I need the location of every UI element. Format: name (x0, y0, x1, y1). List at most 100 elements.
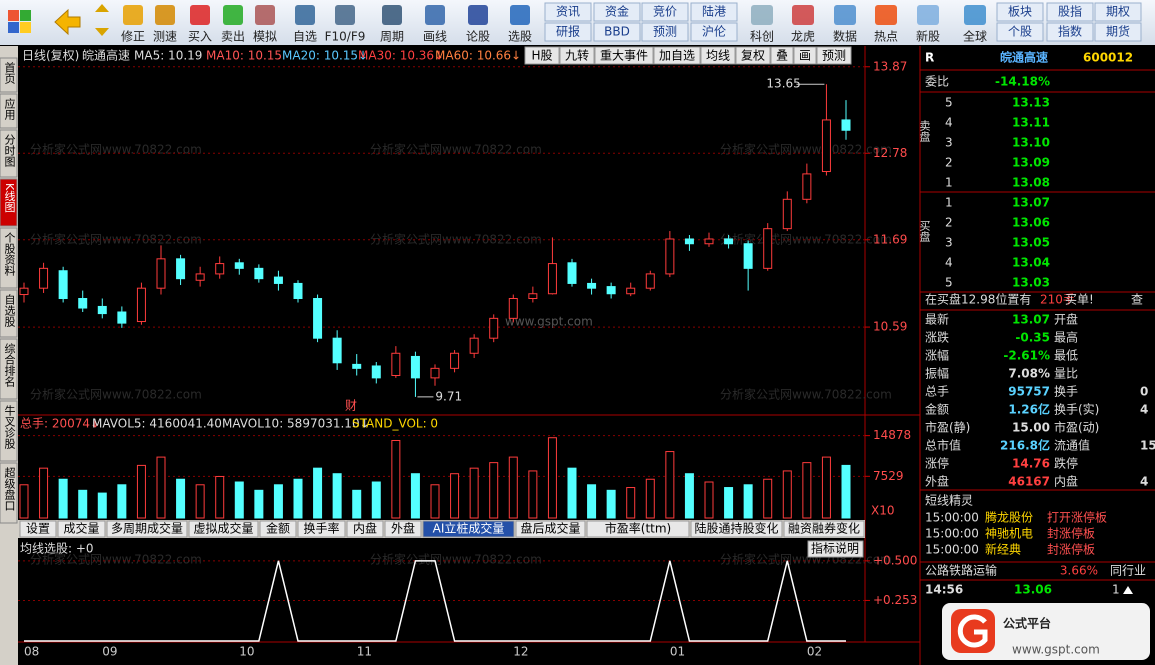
tool-cell[interactable] (593, 22, 641, 42)
side-tab-label[interactable]: 综合排名 (3, 342, 16, 387)
tool-button[interactable]: 自选 (293, 30, 317, 44)
tool-icon[interactable] (382, 5, 402, 25)
tool-icon[interactable] (792, 5, 814, 25)
tool-icon[interactable] (123, 5, 143, 25)
tool-icon[interactable] (834, 5, 856, 25)
tool-link[interactable]: 指数 (1058, 24, 1082, 39)
indicator-tab-label[interactable]: 外盘 (391, 521, 415, 536)
indicator-tab[interactable] (384, 520, 422, 538)
indicator-tab-label[interactable]: 融资融券变化 (788, 521, 860, 536)
indicator-tab-label[interactable]: AI立桩成交量 (433, 521, 505, 536)
side-tab[interactable] (0, 227, 18, 289)
chart-button[interactable] (700, 46, 736, 65)
indicator-tab-label[interactable]: 设置 (26, 522, 50, 536)
side-tab[interactable] (0, 129, 18, 178)
indicator-tab[interactable] (106, 520, 188, 538)
side-tab-label[interactable]: 个股资料 (3, 232, 16, 277)
tool-link[interactable]: 研报 (556, 24, 580, 39)
tool-link[interactable]: 沪伦 (702, 24, 726, 39)
chart-button-label[interactable]: 画 (799, 49, 811, 63)
tool-button[interactable]: 全球 (963, 29, 987, 44)
side-tab[interactable] (0, 93, 18, 129)
side-tab[interactable] (0, 400, 18, 462)
chart-button[interactable] (653, 46, 701, 65)
tool-button[interactable]: 买入 (188, 30, 212, 44)
indicator-tab-label[interactable]: 金额 (266, 521, 290, 536)
tool-cell[interactable] (996, 2, 1044, 22)
tool-icon[interactable] (223, 5, 243, 25)
tool-cell[interactable] (1046, 2, 1094, 22)
chart-button[interactable] (770, 46, 794, 65)
tool-icon[interactable] (468, 5, 488, 25)
side-tab[interactable] (0, 289, 18, 338)
indicator-tab[interactable] (297, 520, 346, 538)
tool-link[interactable]: 期权 (1106, 5, 1130, 19)
tool-cell[interactable] (996, 22, 1044, 42)
tool-button[interactable]: F10/F9 (325, 30, 366, 44)
tool-cell[interactable] (1094, 22, 1142, 42)
event-marker[interactable]: 财 (345, 399, 357, 413)
tool-button[interactable]: 修正 (121, 29, 145, 44)
indicator-tab[interactable] (346, 520, 384, 538)
chart-button[interactable] (524, 46, 560, 65)
tool-button[interactable]: 卖出 (221, 30, 245, 44)
indicator-tab[interactable] (422, 520, 515, 538)
tool-button[interactable]: 新股 (916, 29, 940, 44)
side-tab-label[interactable]: 首页 (3, 61, 16, 85)
indicator-tab-label[interactable]: 陆股通持股变化 (694, 521, 778, 536)
tool-link[interactable]: 板块 (1008, 5, 1032, 19)
chart-button[interactable] (735, 46, 771, 65)
tool-link[interactable]: 资讯 (556, 5, 580, 19)
indicator-tab-label[interactable]: 虚拟成交量 (193, 521, 253, 536)
tool-icon[interactable] (155, 5, 175, 25)
tool-button[interactable]: 科创 (750, 30, 774, 44)
chart-button[interactable] (559, 46, 595, 65)
indicator-tab[interactable] (19, 520, 57, 538)
tool-button[interactable]: 测速 (153, 30, 177, 44)
chart-button-label[interactable]: 叠 (776, 49, 788, 63)
indicator-tab-label[interactable]: 内盘 (353, 521, 377, 536)
chart-button[interactable] (816, 46, 852, 65)
tool-icon[interactable] (295, 5, 315, 25)
back-button[interactable] (54, 8, 81, 36)
chart-button-label[interactable]: 加自选 (659, 49, 695, 63)
tool-cell[interactable] (641, 22, 689, 42)
alert-stock[interactable]: 神驰机电 (985, 527, 1033, 541)
side-tab-label[interactable]: 牛叉诊股 (3, 404, 16, 450)
tool-link[interactable]: BBD (604, 25, 630, 39)
tool-icon[interactable] (335, 5, 355, 25)
chart-button-label[interactable]: 预测 (822, 49, 846, 63)
chart-button-label[interactable]: 均线 (706, 49, 730, 63)
chart-button-label[interactable]: H股 (531, 49, 552, 63)
side-tab-label[interactable]: 分时图 (3, 134, 16, 168)
indicator-tab[interactable] (586, 520, 690, 538)
side-tab[interactable] (0, 462, 18, 524)
side-tab-label[interactable]: K线图 (3, 183, 16, 213)
indicator-tab-label[interactable]: 盘后成交量 (520, 521, 580, 536)
tool-button[interactable]: 论股 (466, 30, 490, 44)
side-tab-label[interactable]: 应用 (3, 97, 16, 121)
indicator-tab-label[interactable]: 市盈率(ttm) (605, 521, 671, 536)
chart-button[interactable] (793, 46, 817, 65)
indicator-tab[interactable] (690, 520, 783, 538)
side-tab[interactable] (0, 178, 18, 227)
tool-icon[interactable] (510, 5, 530, 25)
tool-button[interactable]: 龙虎 (791, 30, 815, 44)
tool-button[interactable]: 周期 (380, 30, 404, 44)
tool-link[interactable]: 期货 (1106, 24, 1130, 39)
indicator-tab[interactable] (259, 520, 297, 538)
tool-button[interactable]: 画线 (423, 30, 447, 44)
tool-link[interactable]: 预测 (653, 25, 677, 39)
tool-link[interactable]: 个股 (1008, 25, 1032, 39)
alert-stock[interactable]: 腾龙股份 (985, 510, 1033, 525)
tool-button[interactable]: 模拟 (253, 30, 277, 44)
tool-button[interactable]: 热点 (874, 30, 898, 44)
tool-link[interactable]: 资金 (605, 4, 629, 19)
tool-cell[interactable] (544, 22, 592, 42)
indicator-tab[interactable] (57, 520, 106, 538)
side-tab-label[interactable]: 自选股 (3, 294, 16, 328)
indicator-tab[interactable] (783, 520, 865, 538)
tool-icon[interactable] (425, 5, 445, 25)
tool-icon[interactable] (255, 5, 275, 25)
tool-link[interactable]: 陆港 (702, 4, 726, 19)
